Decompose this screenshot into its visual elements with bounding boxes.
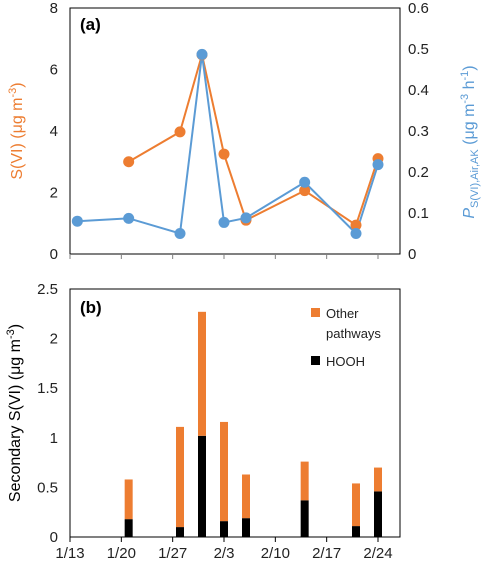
- b-bar-other-pathways: [300, 461, 309, 501]
- b-bar-other-pathways: [242, 474, 250, 519]
- a-right-tick-label: 0.6: [408, 0, 429, 17]
- a-left-tick-label: 2: [50, 185, 58, 202]
- panel-a-lines: [77, 54, 379, 236]
- b-bar-hooh: [242, 518, 250, 537]
- legend-label-other-2: pathways: [326, 326, 381, 341]
- a-right-tick-label: 0.4: [408, 82, 429, 99]
- a-point-right: [299, 176, 311, 188]
- a-point-right: [174, 228, 186, 239]
- b-y-tick-label: 1.5: [37, 380, 58, 397]
- b-bar-other-pathways: [220, 421, 228, 522]
- panel-a-frame: [69, 7, 401, 255]
- b-bar-hooh: [198, 435, 206, 537]
- b-y-tick-label: 2.5: [37, 281, 58, 298]
- a-right-tick-label: 0.3: [408, 123, 429, 140]
- a-point-right: [71, 215, 83, 227]
- panel-a-left-ticks: 0 2 4 6 8: [50, 0, 379, 263]
- b-x-tick-label: 2/17: [312, 545, 341, 562]
- panel-b-frame: [69, 288, 401, 538]
- legend-label-hooh: HOOH: [326, 354, 365, 369]
- a-point-right: [240, 212, 252, 224]
- a-point-left: [174, 126, 186, 138]
- b-bar-hooh: [176, 527, 184, 537]
- b-x-tick-label: 2/3: [214, 545, 235, 562]
- b-bar-hooh: [352, 526, 360, 537]
- b-y-tick-label: 1: [50, 430, 58, 447]
- a-point-right: [196, 48, 208, 60]
- a-left-tick-label: 0: [50, 246, 58, 263]
- b-x-tick-label: 2/10: [261, 545, 290, 562]
- b-x-tick-label: 1/13: [55, 545, 84, 562]
- b-x-tick-label: 2/24: [363, 545, 392, 562]
- b-bar-other-pathways: [352, 483, 360, 527]
- a-point-right: [218, 216, 230, 228]
- legend-swatch-other: [311, 308, 320, 317]
- a-point-right: [372, 159, 384, 171]
- panel-a: 0 2 4 6 8 0 0.1 0.2 0.3 0.4 0.5 0.6 (a) S(VI) (μg …: [7, 0, 481, 263]
- b-bar-hooh: [124, 519, 133, 537]
- b-bar-hooh: [220, 521, 228, 537]
- panel-b-label: (b): [80, 298, 102, 317]
- b-y-tick-label: 2: [50, 331, 58, 348]
- panel-a-left-axis-title: S(VI) (μg m-3): [7, 82, 26, 179]
- panel-b: 0 0.5 1 1.5 2 2.5 1/13 1/20 1/27 2/3 2/10 2/17 2/24…: [5, 281, 401, 562]
- a-right-tick-label: 0.1: [408, 205, 429, 222]
- panel-a-label: (a): [80, 15, 101, 34]
- b-bar-other-pathways: [198, 311, 206, 436]
- legend-swatch-hooh: [311, 356, 320, 365]
- a-point-left: [299, 185, 311, 197]
- b-bar-hooh: [300, 500, 309, 537]
- a-point-left: [218, 148, 230, 160]
- b-bar-other-pathways: [374, 467, 382, 492]
- b-bar-other-pathways: [176, 426, 184, 528]
- b-bar-hooh: [374, 491, 382, 537]
- a-right-tick-label: 0: [408, 246, 416, 263]
- legend-label-other: Other: [326, 306, 359, 321]
- b-y-tick-label: 0: [50, 529, 58, 546]
- b-y-tick-label: 0.5: [37, 479, 58, 496]
- panel-b-y-ticks: 0 0.5 1 1.5 2 2.5: [37, 281, 58, 546]
- panel-a-points: [71, 48, 384, 239]
- panel-a-right-ticks: 0 0.1 0.2 0.3 0.4 0.5 0.6: [408, 0, 429, 263]
- b-bar-other-pathways: [124, 479, 133, 520]
- a-point-left: [350, 219, 362, 231]
- panel-a-right-axis-title: PS(VI),Air,AK (μg m-3 h-1): [459, 65, 481, 218]
- b-x-tick-label: 1/27: [158, 545, 187, 562]
- a-left-tick-label: 6: [50, 62, 58, 79]
- a-point-right: [350, 228, 362, 239]
- a-left-tick-label: 8: [50, 0, 58, 17]
- a-series-line-right: [77, 54, 379, 236]
- a-left-tick-label: 4: [50, 123, 58, 140]
- a-right-tick-label: 0.5: [408, 41, 429, 58]
- a-point-right: [123, 212, 135, 224]
- panel-b-y-axis-title: Secondary S(VI) (μg m-3): [5, 324, 24, 502]
- panel-b-bars: [124, 311, 382, 537]
- a-right-tick-label: 0.2: [408, 164, 429, 181]
- a-series-line-left: [128, 54, 379, 227]
- panel-b-legend: Other pathways HOOH: [311, 306, 381, 369]
- b-x-tick-label: 1/20: [107, 545, 136, 562]
- panel-b-x-ticks: 1/13 1/20 1/27 2/3 2/10 2/17 2/24: [55, 537, 393, 562]
- a-point-left: [123, 156, 135, 168]
